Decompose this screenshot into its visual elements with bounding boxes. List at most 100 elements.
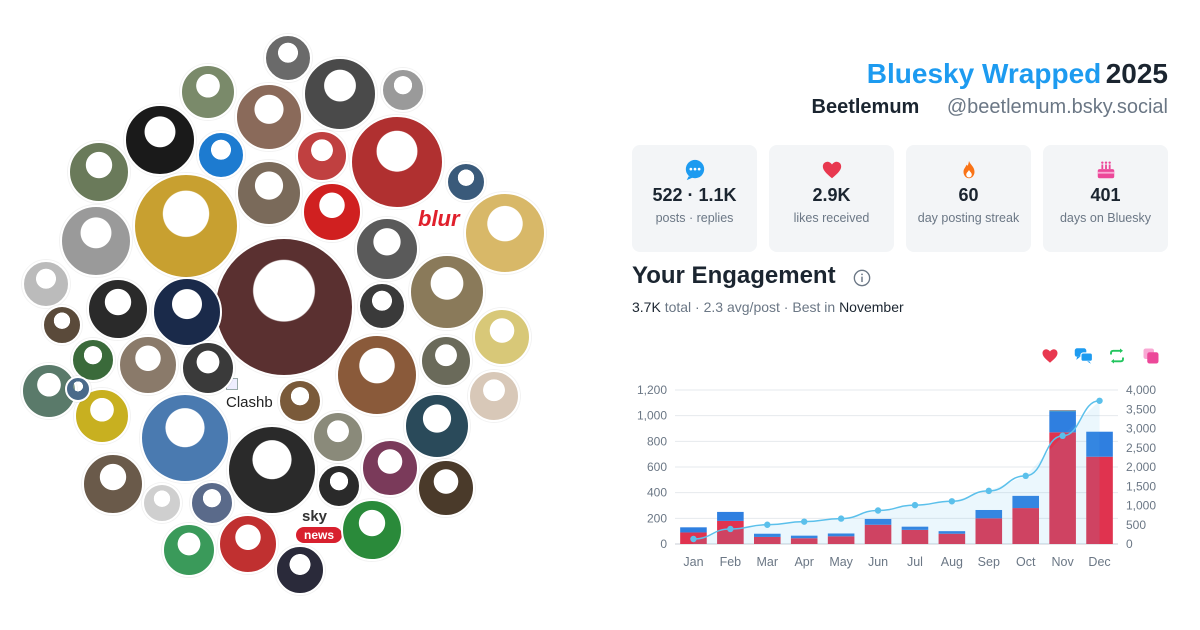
cumulative-point <box>764 521 771 528</box>
avatar[interactable] <box>227 425 317 515</box>
avatar[interactable] <box>181 341 235 395</box>
avatar[interactable] <box>446 162 486 202</box>
engagement-total-word: total <box>664 299 692 315</box>
avatar[interactable] <box>22 260 70 308</box>
stat-value: 60 <box>958 185 979 205</box>
bar-segment <box>680 527 707 533</box>
avatar[interactable] <box>124 104 196 176</box>
cumulative-point <box>948 498 956 505</box>
avatar[interactable] <box>162 523 216 577</box>
avatar[interactable] <box>468 370 520 422</box>
avatar[interactable] <box>275 545 325 595</box>
y-tick-label: 400 <box>647 486 667 500</box>
display-name: Beetlemum <box>811 96 920 118</box>
y2-tick-label: 1,000 <box>1126 499 1156 513</box>
avatar[interactable] <box>278 379 322 423</box>
x-tick-label: Feb <box>720 555 742 569</box>
avatar[interactable] <box>71 338 115 382</box>
avatar[interactable] <box>82 453 144 515</box>
engagement-best-prefix: Best in <box>792 299 836 315</box>
cumulative-point <box>801 518 808 525</box>
avatar[interactable] <box>303 57 377 131</box>
stat-card-streak: 60 day posting streak <box>906 145 1031 252</box>
avatar[interactable] <box>142 483 182 523</box>
avatar[interactable] <box>133 173 239 279</box>
bar-segment <box>1049 411 1076 433</box>
x-tick-label: Aug <box>941 555 963 569</box>
reply-legend-icon[interactable] <box>1074 347 1094 370</box>
avatar[interactable] <box>361 439 419 497</box>
avatar[interactable] <box>42 305 82 345</box>
bar-segment <box>790 538 818 544</box>
bar-segment <box>901 529 929 544</box>
bar-segment <box>864 524 892 544</box>
bar-segment <box>975 509 1003 519</box>
avatar[interactable] <box>214 237 354 377</box>
bar-segment <box>717 511 744 521</box>
y2-tick-label: 2,500 <box>1126 441 1156 455</box>
avatar[interactable] <box>118 335 178 395</box>
avatar[interactable] <box>190 481 234 525</box>
avatar[interactable] <box>180 64 236 120</box>
stat-label: likes received <box>793 211 870 225</box>
cumulative-point <box>911 501 919 509</box>
engagement-title: Your Engagement <box>632 262 836 289</box>
avatar[interactable] <box>236 160 302 226</box>
stat-value: 522 · 1.1K <box>652 185 737 205</box>
x-tick-label: Dec <box>1088 555 1110 569</box>
avatar[interactable] <box>68 141 130 203</box>
y-tick-label: 1,200 <box>637 383 667 397</box>
avatar[interactable] <box>417 459 475 517</box>
avatar[interactable] <box>140 393 230 483</box>
avatar[interactable] <box>404 393 470 459</box>
info-icon[interactable] <box>853 269 871 292</box>
avatar[interactable] <box>264 34 312 82</box>
avatar[interactable] <box>336 334 418 416</box>
bar-segment <box>790 535 818 539</box>
avatar[interactable] <box>464 192 546 274</box>
quote-legend-icon[interactable] <box>1142 347 1160 370</box>
avatar[interactable] <box>87 278 149 340</box>
bar-segment <box>938 531 966 534</box>
cumulative-point <box>1096 397 1103 404</box>
wrapped-title-year: 2025 <box>1105 58 1168 89</box>
x-tick-label: Oct <box>1016 555 1036 569</box>
avatar[interactable] <box>296 130 348 182</box>
avatar[interactable] <box>409 254 485 330</box>
avatar[interactable] <box>473 308 531 366</box>
avatar[interactable] <box>65 376 91 402</box>
avatar[interactable] <box>381 68 425 112</box>
stat-value: 401 <box>1090 185 1121 205</box>
user-handle: @beetlemum.bsky.social <box>946 96 1168 118</box>
user-line: Beetlemum @beetlemum.bsky.social <box>812 96 1169 119</box>
avatar[interactable] <box>341 499 403 561</box>
x-tick-label: May <box>829 555 853 569</box>
avatar[interactable] <box>355 217 419 281</box>
avatar[interactable] <box>317 464 361 508</box>
avatar[interactable] <box>420 335 472 387</box>
cumulative-point <box>837 515 845 522</box>
y2-tick-label: 500 <box>1126 518 1146 532</box>
bar-segment <box>975 518 1003 544</box>
broken-image-alt: Clashb <box>226 394 273 411</box>
repost-legend-icon[interactable] <box>1108 347 1126 370</box>
avatar[interactable] <box>358 282 406 330</box>
avatar[interactable] <box>218 514 278 574</box>
avatar[interactable] <box>60 205 132 277</box>
x-tick-label: Jan <box>683 555 703 569</box>
avatar[interactable] <box>350 115 444 209</box>
wrapped-title-brand: Bluesky Wrapped <box>866 58 1102 89</box>
avatar[interactable] <box>152 277 222 347</box>
y-tick-label: 200 <box>647 511 667 525</box>
avatar[interactable] <box>302 182 362 242</box>
y2-tick-label: 2,000 <box>1126 460 1156 474</box>
avatar[interactable] <box>312 411 364 463</box>
y2-tick-label: 3,500 <box>1126 402 1156 416</box>
likes-legend-icon[interactable] <box>1041 347 1059 370</box>
engagement-avg: 2.3 avg/post <box>703 299 780 315</box>
avatar[interactable] <box>197 131 245 179</box>
avatar[interactable] <box>235 83 303 151</box>
engagement-total: 3.7K <box>632 299 661 315</box>
engagement-best-month: November <box>839 299 904 315</box>
bar-segment <box>864 518 892 525</box>
